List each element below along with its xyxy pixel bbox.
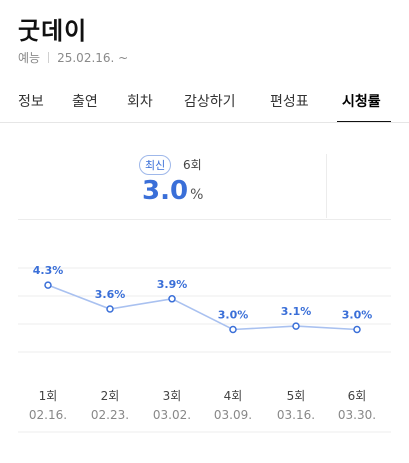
- data-label: 3.9%: [157, 278, 188, 291]
- program-genre: 예능: [18, 51, 41, 65]
- summary-divider: [326, 154, 327, 218]
- data-point[interactable]: [106, 305, 114, 313]
- ratings-line-chart: 4.3% 1회 02.16. 3.6% 2회 02.23. 3.9% 3회 03.02. 3.0%…: [18, 264, 391, 433]
- data-point[interactable]: [44, 281, 52, 289]
- x-tick-episode: 2회: [101, 389, 120, 403]
- x-tick-date: 02.23.: [91, 408, 129, 422]
- x-tick-date: 02.16.: [29, 408, 67, 422]
- x-tick-date: 03.16.: [277, 408, 315, 422]
- meta-divider: [48, 52, 50, 63]
- latest-rating: 3.0%: [142, 176, 203, 206]
- tab-bar-divider: [0, 122, 409, 123]
- tab-bar: 정보 출연 회차 감상하기 편성표 시청률: [0, 88, 409, 124]
- x-tick-date: 03.09.: [214, 408, 252, 422]
- data-label: 3.0%: [342, 309, 373, 322]
- x-tick-date: 03.02.: [153, 408, 191, 422]
- tab-watch[interactable]: 감상하기: [184, 94, 236, 110]
- program-date: 25.02.16. ~: [57, 50, 129, 65]
- latest-episode: 6회: [183, 158, 202, 172]
- x-tick-date: 03.30.: [338, 408, 376, 422]
- program-meta: 예능 25.02.16. ~: [18, 49, 128, 66]
- data-label: 3.6%: [95, 288, 126, 301]
- series-line: [47, 284, 358, 331]
- latest-rating-value: 3.0: [142, 176, 189, 206]
- program-title: 굿데이: [18, 17, 88, 45]
- data-label: 4.3%: [33, 264, 64, 277]
- x-tick-episode: 5회: [287, 389, 306, 403]
- x-tick-episode: 1회: [39, 389, 58, 403]
- tab-ratings[interactable]: 시청률: [342, 94, 381, 110]
- latest-rating-unit: %: [190, 187, 204, 203]
- latest-badge: 최신: [139, 155, 172, 175]
- data-point[interactable]: [168, 295, 176, 303]
- x-tick-episode: 3회: [163, 389, 182, 403]
- chart-top-divider: [18, 219, 391, 220]
- x-tick-episode: 6회: [348, 389, 367, 403]
- data-point[interactable]: [353, 325, 361, 334]
- data-point[interactable]: [292, 322, 300, 330]
- tab-episodes[interactable]: 회차: [127, 94, 153, 110]
- tab-cast[interactable]: 출연: [72, 94, 98, 110]
- data-point[interactable]: [229, 325, 237, 334]
- data-label: 3.0%: [218, 309, 249, 322]
- tab-info[interactable]: 정보: [18, 94, 44, 110]
- data-label: 3.1%: [281, 305, 312, 318]
- tab-schedule[interactable]: 편성표: [270, 94, 309, 110]
- x-tick-episode: 4회: [224, 389, 243, 403]
- latest-rating-summary: 최신 6회 3.0%: [18, 152, 328, 218]
